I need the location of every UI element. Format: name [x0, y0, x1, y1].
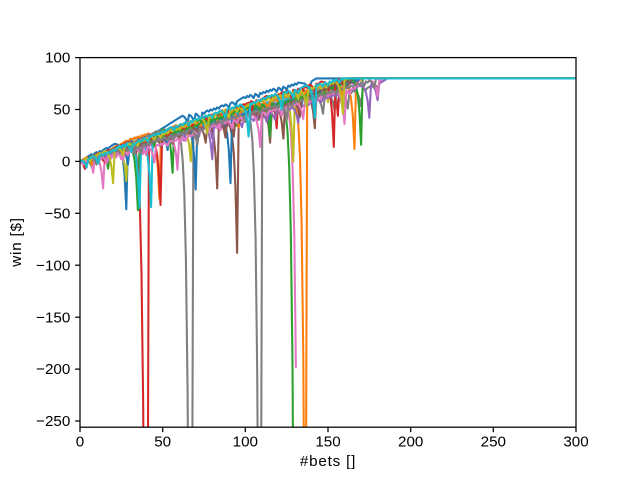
- svg-text:100: 100: [45, 50, 70, 67]
- svg-text:win [$]: win [$]: [8, 217, 25, 268]
- svg-text:−100: −100: [36, 257, 70, 274]
- svg-text:0: 0: [76, 434, 84, 451]
- svg-text:200: 200: [398, 434, 423, 451]
- svg-text:−200: −200: [36, 361, 70, 378]
- svg-text:−250: −250: [36, 413, 70, 430]
- svg-text:−150: −150: [36, 309, 70, 326]
- svg-text:0: 0: [62, 154, 70, 171]
- svg-text:−50: −50: [45, 205, 71, 222]
- svg-text:300: 300: [563, 434, 588, 451]
- svg-text:100: 100: [233, 434, 258, 451]
- svg-text:50: 50: [154, 434, 171, 451]
- svg-text:150: 150: [315, 434, 340, 451]
- svg-text:50: 50: [53, 102, 70, 119]
- svg-text:#bets []: #bets []: [300, 453, 356, 470]
- svg-text:250: 250: [481, 434, 506, 451]
